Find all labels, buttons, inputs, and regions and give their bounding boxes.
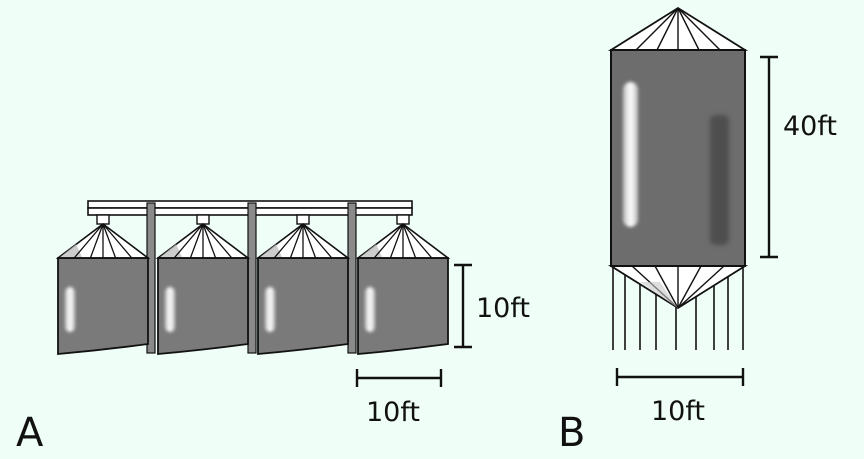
silo-body xyxy=(57,257,149,355)
roof-rib xyxy=(202,223,233,259)
width-dimension-a: 10ft xyxy=(355,369,443,428)
silo-cap xyxy=(396,214,410,225)
roof-shade xyxy=(360,244,382,257)
roof-rib xyxy=(302,223,333,259)
figure-a: 10ft 10ft A xyxy=(16,200,530,456)
roof-rib xyxy=(173,223,204,259)
height-dimension-a: 10ft xyxy=(454,263,530,349)
panel-label-b: B xyxy=(558,410,585,456)
roof-rib xyxy=(289,223,304,259)
silo-cap xyxy=(296,214,310,225)
roof-rib xyxy=(102,223,133,259)
roof-rib xyxy=(189,223,204,259)
roof-rib xyxy=(273,223,304,259)
roof-rib xyxy=(402,223,433,259)
roof-rib xyxy=(302,223,317,259)
silo-body xyxy=(157,257,249,355)
roof-shade xyxy=(260,244,282,257)
roof-shade xyxy=(160,244,182,257)
roof-rib xyxy=(402,223,417,259)
silo-4 xyxy=(355,214,451,355)
roof-rib xyxy=(73,223,104,259)
roof-shade xyxy=(60,244,82,257)
silo-cap xyxy=(96,214,110,225)
silo-highlight xyxy=(365,287,375,332)
shadow-stripe xyxy=(710,115,729,245)
roof-rib xyxy=(373,223,404,259)
silo-cap xyxy=(196,214,210,225)
height-dimension-b: 40ft xyxy=(760,55,837,259)
roof-rib xyxy=(89,223,104,259)
width-label-b: 10ft xyxy=(651,396,705,427)
silo-row xyxy=(55,214,451,355)
silo-3 xyxy=(255,214,351,355)
panel-label-a: A xyxy=(16,410,44,456)
silo-highlight xyxy=(165,287,175,332)
silo-roof-b xyxy=(607,6,749,51)
silo-body-b xyxy=(610,49,746,267)
roof-rib xyxy=(102,223,117,259)
silo-body xyxy=(357,257,449,355)
figure-b: 40ft 10ft B xyxy=(558,6,837,456)
hopper xyxy=(607,265,749,310)
highlight-stripe xyxy=(623,82,638,227)
silo-2 xyxy=(155,214,251,355)
height-label-b: 40ft xyxy=(783,111,837,142)
width-label-a: 10ft xyxy=(366,397,420,428)
silo-highlight xyxy=(65,287,75,332)
silo-1 xyxy=(55,214,151,355)
roof-rib xyxy=(389,223,404,259)
silo-highlight xyxy=(265,287,275,332)
roof-rib xyxy=(202,223,217,259)
width-dimension-b: 10ft xyxy=(615,368,745,427)
height-label-a: 10ft xyxy=(476,293,530,324)
silo-body xyxy=(257,257,349,355)
